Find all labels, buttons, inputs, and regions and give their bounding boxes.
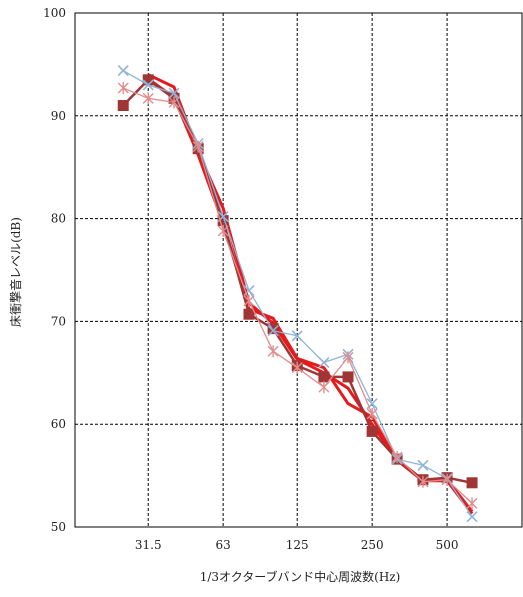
y-tick-label: 60 <box>51 417 66 431</box>
data-point <box>267 325 279 337</box>
data-point <box>168 87 180 99</box>
x-tick-label: 500 <box>436 538 459 552</box>
data-point <box>318 371 330 383</box>
data-point <box>117 82 129 95</box>
data-point <box>243 308 255 320</box>
data-point <box>192 140 204 153</box>
x-tick-label: 63 <box>216 538 231 552</box>
data-point <box>243 284 255 297</box>
data-point <box>291 361 303 374</box>
data-point <box>466 477 478 489</box>
data-point <box>243 294 255 307</box>
data-point <box>342 351 354 364</box>
data-point <box>142 92 154 105</box>
data-point <box>217 215 229 227</box>
y-tick-label: 80 <box>51 212 66 226</box>
data-point <box>267 345 279 358</box>
x-tick-label: 31.5 <box>135 538 162 552</box>
data-point <box>117 100 129 112</box>
x-tick-label: 250 <box>361 538 384 552</box>
y-tick-labels: 50 60 70 80 90 100 <box>43 6 66 534</box>
data-point <box>117 65 129 77</box>
plot-area <box>74 12 523 528</box>
data-point <box>267 323 279 335</box>
data-point <box>291 330 303 342</box>
data-point <box>466 497 478 510</box>
data-point <box>142 79 154 91</box>
y-tick-label: 90 <box>51 109 66 123</box>
data-point <box>441 473 453 486</box>
x-axis-title: 1/3オクターブバンド中心周波数(Hz) <box>200 569 401 584</box>
plot-background <box>75 13 522 527</box>
data-point <box>318 356 330 369</box>
x-tick-label: 125 <box>286 538 309 552</box>
y-tick-label: 70 <box>51 314 66 328</box>
data-point <box>142 74 154 86</box>
data-point <box>366 407 378 420</box>
data-point <box>417 475 429 488</box>
series <box>117 65 478 523</box>
data-point <box>342 371 354 383</box>
y-axis-title: 床衝撃音レベル(dB) <box>8 217 23 327</box>
data-point <box>417 459 429 471</box>
data-point <box>168 96 180 109</box>
x-tick-labels: 31.5 63 125 250 500 <box>135 538 459 552</box>
data-point <box>366 425 378 437</box>
y-tick-label: 100 <box>43 6 66 20</box>
series <box>117 82 478 510</box>
series-layer <box>117 65 478 523</box>
data-point <box>466 511 478 523</box>
data-point <box>318 381 330 394</box>
data-point <box>217 224 229 237</box>
y-tick-label: 50 <box>51 520 66 534</box>
plot-frame <box>74 12 523 528</box>
data-point <box>391 451 403 464</box>
